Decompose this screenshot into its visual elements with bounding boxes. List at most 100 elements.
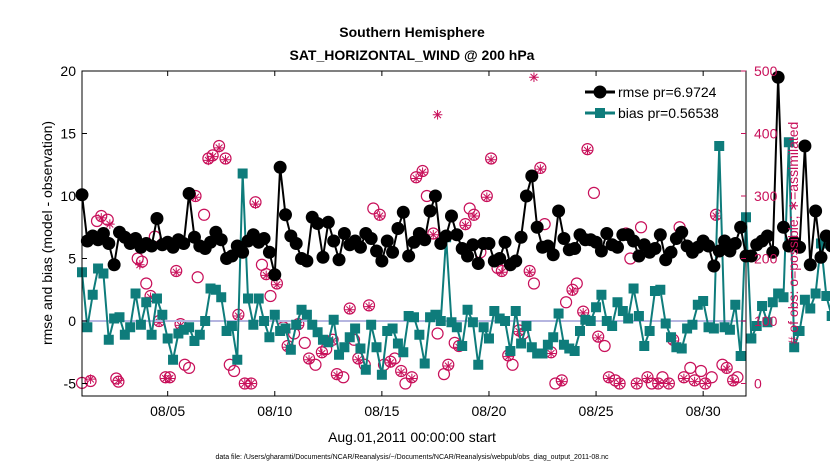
obs-assimilated-marker: [332, 370, 342, 381]
bias-point: [767, 297, 778, 308]
bias-point: [360, 364, 371, 375]
obs-assimilated-marker: [113, 375, 124, 386]
obs-possible-marker: [598, 339, 611, 353]
bias-point: [114, 312, 125, 323]
rmse-point: [278, 208, 292, 222]
obs-assimilated-marker: [135, 259, 145, 270]
bias-point: [778, 292, 789, 303]
bias-point: [135, 319, 146, 330]
bias-point: [500, 316, 511, 326]
obs-assimilated-stroke: [106, 220, 114, 228]
obs-possible-marker: [101, 213, 114, 226]
bias-point: [483, 333, 494, 344]
bias-point: [799, 294, 810, 305]
rmse-point: [766, 245, 780, 259]
obs-assimilated-stroke: [583, 146, 592, 155]
obs-possible-marker: [656, 371, 669, 384]
bias-point: [708, 323, 719, 334]
y2-tick-label: 0: [754, 376, 762, 392]
obs-assimilated-stroke: [333, 371, 341, 380]
obs-assimilated-stroke: [643, 374, 652, 383]
obs-assimilated-marker: [664, 378, 674, 389]
obs-assimilated-stroke: [605, 374, 613, 383]
rmse-point: [380, 234, 394, 248]
bias-point: [558, 339, 569, 350]
bias-point: [382, 326, 393, 336]
obs-possible-marker: [609, 374, 622, 387]
rmse-point: [145, 239, 159, 253]
rmse-point: [702, 239, 716, 253]
obs-possible-marker: [182, 361, 196, 374]
rmse-point: [825, 239, 830, 253]
bias-point: [703, 322, 714, 333]
y2-tick-label: 100: [754, 313, 778, 329]
obs-assimilated-stroke: [690, 377, 699, 386]
bias-point: [387, 323, 398, 334]
rmse-point: [552, 204, 566, 218]
obs-assimilated-marker: [460, 220, 471, 231]
bias-point: [216, 292, 227, 303]
obs-assimilated-marker: [546, 348, 556, 359]
legend-bias-label: bias pr=0.56538: [618, 105, 719, 121]
obs-assimilated-marker: [407, 373, 417, 384]
bias-point: [317, 334, 328, 345]
bias-point: [789, 342, 800, 353]
obs-assimilated-stroke: [397, 368, 405, 376]
rmse-point: [439, 229, 453, 243]
bias-point: [210, 284, 221, 295]
obs-assimilated-stroke: [262, 271, 270, 280]
obs-assimilated-marker: [364, 301, 374, 312]
obs-assimilated-marker: [679, 373, 689, 384]
bias-point: [392, 338, 403, 349]
bias-point: [189, 336, 200, 346]
rmse-point: [546, 248, 560, 262]
bias-point: [446, 317, 457, 328]
obs-possible-marker: [699, 377, 712, 390]
obs-possible-marker: [463, 202, 476, 215]
bias-point: [259, 316, 270, 326]
bias-point: [109, 313, 120, 324]
obs-assimilated-marker: [582, 145, 593, 156]
obs-possible-marker: [587, 186, 601, 199]
y-tick-label: 20: [60, 63, 76, 79]
bias-point: [350, 323, 361, 334]
obs-assimilated-marker: [411, 173, 421, 184]
bias-point: [644, 326, 655, 336]
rmse-point: [204, 235, 218, 249]
rmse-point: [776, 220, 790, 234]
obs-assimilated-marker: [728, 376, 738, 387]
bias-point: [312, 327, 323, 338]
obs-assimilated-stroke: [354, 356, 363, 364]
obs-assimilated-stroke: [365, 302, 373, 311]
rmse-point: [509, 254, 523, 268]
y2-tick-label: 200: [754, 251, 778, 267]
rmse-point: [803, 258, 817, 272]
rmse-point: [418, 233, 432, 247]
obs-assimilated-stroke: [483, 193, 491, 201]
rmse-point: [675, 225, 689, 239]
rmse-point: [760, 229, 774, 243]
rmse-point: [819, 229, 830, 243]
obs-possible-marker: [431, 327, 444, 340]
obs-assimilated-marker: [700, 378, 711, 389]
bias-point: [575, 326, 585, 336]
obs-possible-marker: [337, 371, 350, 384]
bias-point: [339, 342, 350, 353]
rmse-point: [262, 245, 276, 259]
bias-point: [296, 304, 307, 315]
rmse-point: [461, 249, 475, 263]
obs-assimilated-stroke: [155, 318, 163, 326]
obs-assimilated-marker: [578, 308, 589, 318]
obs-assimilated-marker: [96, 213, 107, 223]
obs-assimilated-stroke: [251, 200, 260, 208]
obs-assimilated-marker: [482, 192, 492, 203]
obs-assimilated-stroke: [241, 379, 249, 388]
obs-assimilated-stroke: [191, 193, 200, 201]
bias-point: [237, 168, 248, 179]
obs-assimilated-marker: [353, 354, 364, 365]
obs-assimilated-marker: [653, 378, 663, 389]
obs-assimilated-marker: [529, 72, 539, 83]
bias-point: [564, 343, 575, 354]
obs-assimilated-stroke: [633, 379, 641, 388]
bias-point: [103, 334, 114, 345]
